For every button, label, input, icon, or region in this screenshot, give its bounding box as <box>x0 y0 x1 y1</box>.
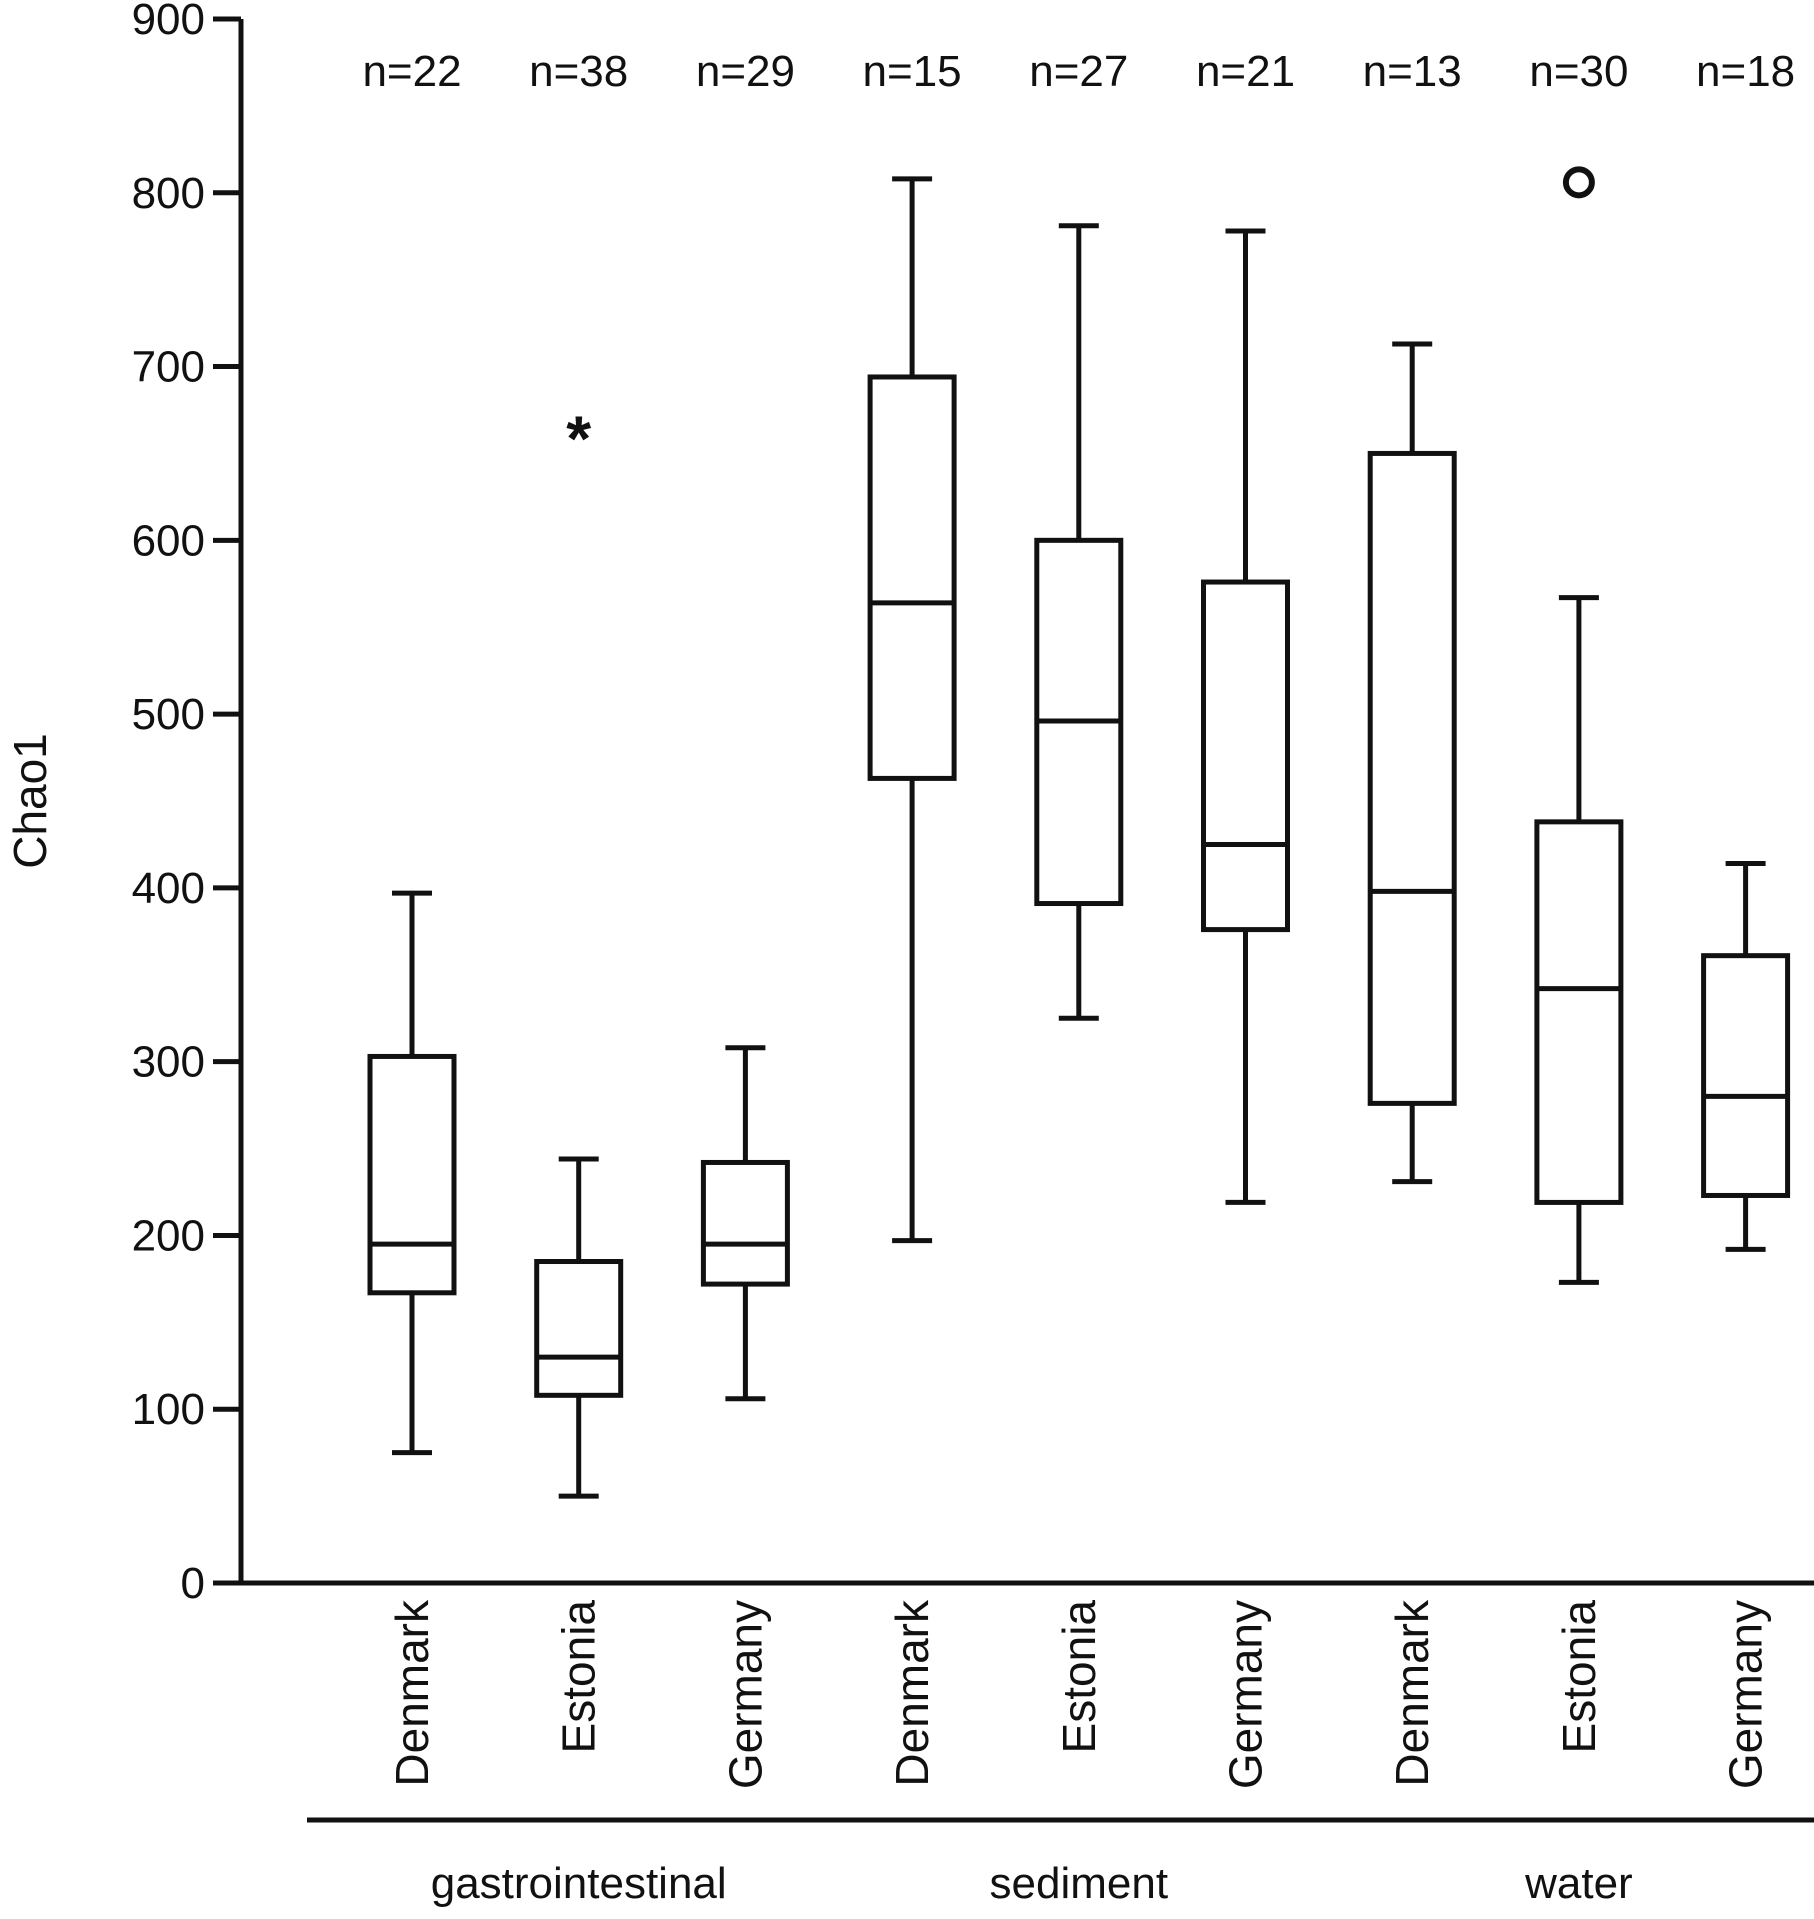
category-label: Germany <box>719 1600 771 1789</box>
box-iqr <box>1367 450 1457 1106</box>
y-tick-label: 700 <box>132 343 205 392</box>
n-count-label: n=22 <box>362 47 461 96</box>
group-label: gastrointestinal <box>431 1859 727 1908</box>
box-iqr <box>367 1053 457 1296</box>
y-tick-label: 100 <box>132 1385 205 1434</box>
box-iqr <box>1701 953 1791 1198</box>
n-count-label: n=21 <box>1196 47 1295 96</box>
n-count-label: n=38 <box>529 47 628 96</box>
category-label: Denmark <box>1386 1599 1438 1787</box>
category-label: Estonia <box>1553 1600 1605 1754</box>
box-iqr <box>534 1259 624 1398</box>
box-iqr <box>1534 819 1624 1205</box>
category-label: Denmark <box>886 1599 938 1787</box>
y-tick-label: 600 <box>132 516 205 565</box>
category-label: Germany <box>1720 1600 1772 1789</box>
y-tick-label: 200 <box>132 1211 205 1260</box>
y-tick-label: 0 <box>181 1559 205 1608</box>
n-count-label: n=29 <box>696 47 795 96</box>
group-label: sediment <box>990 1859 1169 1908</box>
y-tick-label: 900 <box>132 0 205 44</box>
n-count-label: n=15 <box>863 47 962 96</box>
group-label: water <box>1524 1859 1633 1908</box>
n-count-label: n=18 <box>1696 47 1795 96</box>
n-count-label: n=13 <box>1363 47 1462 96</box>
n-count-label: n=30 <box>1529 47 1628 96</box>
box-iqr <box>700 1159 790 1287</box>
y-axis-title: Chao1 <box>4 733 56 869</box>
outlier-circle <box>1562 166 1595 199</box>
box-iqr <box>1201 579 1290 933</box>
y-tick-label: 500 <box>132 690 205 739</box>
y-tick-label: 800 <box>132 169 205 218</box>
box-iqr <box>867 374 957 781</box>
y-tick-label: 400 <box>132 864 205 913</box>
y-tick-label: 300 <box>132 1038 205 1087</box>
category-label: Denmark <box>386 1599 438 1787</box>
category-label: Estonia <box>1053 1600 1105 1754</box>
n-count-label: n=27 <box>1029 47 1128 96</box>
outlier-star: * <box>566 402 591 474</box>
category-label: Estonia <box>553 1600 605 1754</box>
category-label: Germany <box>1220 1600 1272 1789</box>
